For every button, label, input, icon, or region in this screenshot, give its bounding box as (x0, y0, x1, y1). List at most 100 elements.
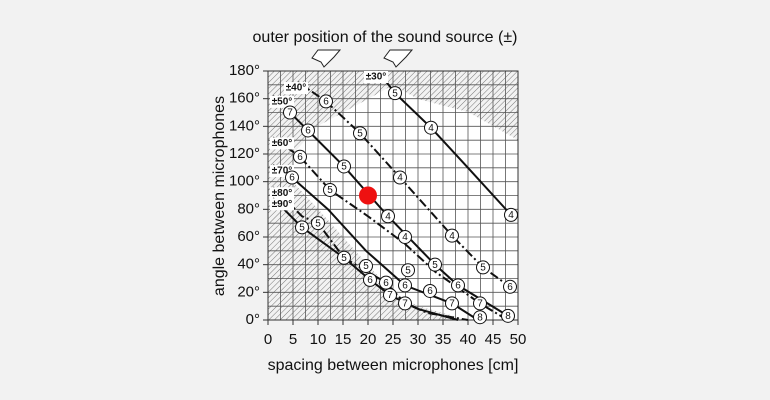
circled-number (311, 216, 325, 231)
circled-number-label: 4 (402, 232, 408, 243)
y-tick-label: 0° (246, 311, 260, 328)
circled-number-label: 5 (327, 185, 333, 196)
x-tick-label: 50 (510, 331, 527, 348)
circled-number-label: 6 (289, 173, 295, 184)
circled-number-label: 6 (305, 126, 311, 137)
circled-number (501, 308, 515, 323)
circled-number (401, 263, 415, 278)
series-name: ±60° (272, 138, 293, 149)
circled-number-label: 5 (480, 263, 486, 274)
circled-number-label: 5 (405, 265, 411, 276)
x-tick-label: 0 (264, 331, 272, 348)
x-axis-title: spacing between microphones [cm] (268, 357, 519, 374)
circled-number (398, 230, 412, 244)
circled-number (379, 275, 393, 290)
circled-number-label: 7 (449, 299, 455, 310)
circled-number-label: 4 (385, 211, 391, 222)
circled-number (473, 310, 487, 325)
circled-number-label: 4 (508, 210, 514, 221)
circled-number-label: 8 (505, 311, 511, 322)
x-tick-label: 40 (460, 331, 477, 348)
circled-number-label: 6 (507, 282, 513, 293)
circled-number (383, 288, 397, 303)
circled-number (503, 279, 517, 294)
series-name-bg (270, 198, 294, 211)
circled-number (423, 283, 437, 298)
circled-number-label: 6 (455, 281, 461, 292)
circled-number-label: 6 (383, 278, 389, 289)
series-name: ±50° (272, 97, 293, 108)
circled-number-label: 5 (315, 218, 321, 229)
circled-number (504, 207, 518, 222)
y-tick-label: 100° (229, 173, 260, 190)
circled-number-label: 5 (341, 162, 347, 173)
y-tick-label: 20° (237, 283, 260, 300)
circled-number (337, 159, 351, 174)
y-tick-label: 120° (229, 145, 260, 162)
series-name: ±90° (272, 199, 293, 210)
circled-number (285, 170, 299, 185)
circled-number-label: 4 (449, 231, 455, 242)
red-point (359, 186, 377, 205)
y-tick-label: 60° (237, 228, 260, 245)
circled-number-label: 6 (367, 275, 373, 286)
x-tick-label: 30 (410, 331, 427, 348)
circled-number (337, 250, 351, 265)
circled-number (295, 220, 309, 235)
circled-number (473, 296, 487, 311)
circled-number-label: 7 (387, 290, 393, 301)
series-name: ±70° (272, 166, 293, 177)
circled-number (293, 149, 307, 164)
circled-number (319, 94, 333, 109)
circled-number-label: 5 (432, 260, 438, 271)
circled-number (424, 120, 438, 135)
circled-number (381, 209, 395, 224)
arrow-right (383, 49, 414, 68)
series-name-bg (364, 71, 388, 83)
circled-number (359, 259, 373, 274)
circled-number-label: 6 (402, 281, 408, 292)
circled-number (283, 105, 297, 120)
x-tick-label: 45 (485, 331, 502, 348)
chart-title: outer position of the sound source (±) (253, 29, 518, 46)
circled-number (393, 170, 407, 185)
y-tick-label: 180° (229, 62, 260, 79)
series-name: ±80° (272, 188, 293, 199)
series-name: ±30° (366, 72, 387, 83)
x-tick-label: 25 (385, 331, 402, 348)
x-tick-label: 10 (310, 331, 327, 348)
x-tick-label: 35 (435, 331, 452, 348)
x-tick-label: 20 (360, 331, 377, 348)
series-name-bg (270, 137, 294, 150)
plot: ±30°±40°±50°±60°±70°±80°±90°567546654654… (270, 70, 518, 325)
series-name-bg (270, 95, 294, 108)
circled-number (323, 182, 337, 197)
circled-number (428, 257, 442, 272)
series-name-bg (284, 82, 308, 95)
arrow-left (311, 49, 342, 68)
circled-number-label: 5 (357, 128, 363, 139)
circled-number-label: 7 (477, 299, 483, 310)
circled-number (301, 123, 315, 138)
circled-number (363, 272, 377, 287)
circled-number (451, 278, 465, 293)
series-name: ±40° (286, 83, 307, 94)
y-tick-label: 140° (229, 117, 260, 134)
circled-number (398, 278, 412, 293)
circled-number-label: 5 (299, 222, 305, 233)
circled-number (445, 228, 459, 243)
y-axis-title: angle between microphones (211, 96, 228, 296)
circled-number-label: 6 (297, 152, 303, 163)
circled-number (398, 296, 412, 311)
curve (272, 136, 504, 319)
circled-number (445, 296, 459, 311)
circled-number-label: 5 (363, 261, 369, 272)
circled-number-label: 4 (397, 173, 403, 184)
circled-number-label: 7 (287, 108, 293, 119)
circled-number-label: 5 (392, 88, 398, 99)
circled-number-label: 5 (341, 253, 347, 264)
circled-number (388, 86, 402, 101)
y-tick-label: 40° (237, 256, 260, 273)
y-tick-label: 80° (237, 200, 260, 217)
